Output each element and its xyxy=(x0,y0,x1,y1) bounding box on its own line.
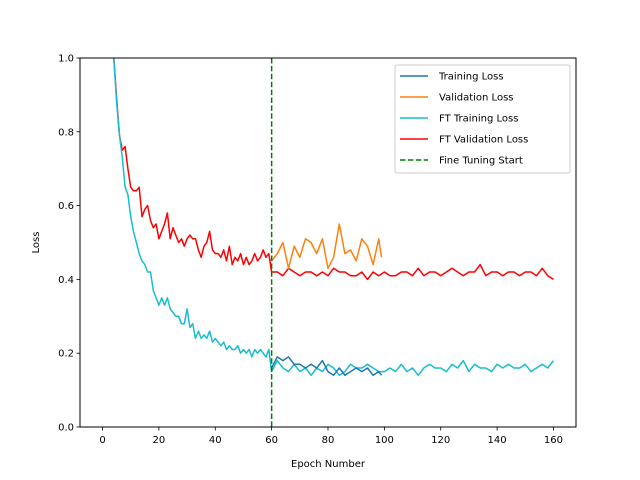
y-tick-label: 0.6 xyxy=(58,201,74,212)
x-axis-label: Epoch Number xyxy=(291,459,366,470)
x-tick-label: 80 xyxy=(322,435,335,446)
y-tick-label: 1.0 xyxy=(58,54,74,65)
x-tick-label: 60 xyxy=(265,435,278,446)
y-tick-label: 0.2 xyxy=(58,349,74,360)
x-tick-label: 100 xyxy=(375,435,394,446)
legend-label-validation-loss: Validation Loss xyxy=(439,93,514,104)
legend-label-training-loss: Training Loss xyxy=(438,72,504,83)
x-tick-label: 120 xyxy=(431,435,450,446)
plot-lines xyxy=(113,58,555,427)
y-axis-label: Loss xyxy=(31,232,42,254)
legend: Training Loss Validation Loss FT Training … xyxy=(394,64,571,174)
y-tick-label: 0.4 xyxy=(58,275,74,286)
legend-label-fine-tuning-start: Fine Tuning Start xyxy=(439,156,523,167)
x-tick-label: 140 xyxy=(488,435,507,446)
series-line-ft-validation-loss xyxy=(113,58,554,281)
legend-box xyxy=(394,64,571,174)
series-line-validation-loss xyxy=(271,223,383,270)
legend-label-ft-validation-loss: FT Validation Loss xyxy=(439,135,528,146)
y-tick-label: 0.8 xyxy=(58,127,74,138)
x-tick-label: 160 xyxy=(544,435,563,446)
x-tick-label: 0 xyxy=(99,435,105,446)
y-axis: 0.0 0.2 0.4 0.6 0.8 1.0 xyxy=(58,54,80,434)
series-line-training-loss xyxy=(270,356,383,377)
x-axis: 0 20 40 60 80 100 120 140 160 xyxy=(99,427,563,446)
series-line-ft-training-loss xyxy=(113,58,555,377)
x-tick-label: 40 xyxy=(209,435,222,446)
legend-label-ft-training-loss: FT Training Loss xyxy=(439,114,518,125)
x-tick-label: 20 xyxy=(153,435,166,446)
y-tick-label: 0.0 xyxy=(58,423,74,434)
